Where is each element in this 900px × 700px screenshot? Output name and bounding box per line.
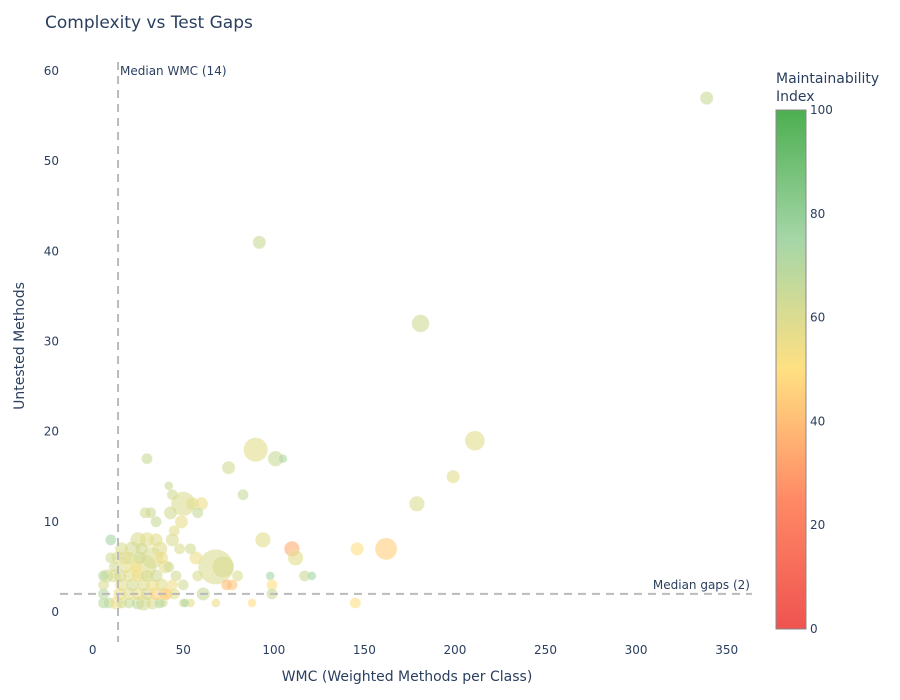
data-point[interactable] [464, 430, 486, 451]
data-point[interactable] [174, 514, 189, 529]
data-point[interactable] [165, 532, 180, 547]
x-axis-label: WMC (Weighted Methods per Class) [282, 669, 533, 685]
data-point[interactable] [252, 235, 267, 250]
data-point[interactable] [374, 537, 398, 561]
x-tick-label: 350 [715, 643, 738, 657]
data-point[interactable] [220, 579, 233, 591]
y-tick-label: 20 [44, 425, 59, 439]
data-point[interactable] [408, 495, 425, 512]
colorbar: Maintainability Index 0 20 40 60 80 100 [775, 71, 879, 636]
data-point[interactable] [350, 542, 364, 556]
data-point[interactable] [173, 543, 186, 555]
data-point[interactable] [411, 314, 430, 333]
data-point[interactable] [150, 516, 162, 528]
data-point[interactable] [265, 571, 275, 581]
data-point[interactable] [134, 542, 149, 556]
points-layer [97, 91, 714, 611]
data-point[interactable] [191, 507, 204, 519]
x-tick-label: 0 [89, 643, 97, 657]
x-tick-label: 200 [443, 643, 466, 657]
x-tick-label: 100 [262, 643, 285, 657]
colorbar-tick-label: 40 [810, 414, 825, 428]
y-tick-label: 40 [44, 244, 59, 258]
data-point[interactable] [254, 531, 271, 548]
data-point[interactable] [243, 437, 269, 463]
y-axis-label: Untested Methods [12, 282, 28, 410]
median-lines [60, 62, 752, 642]
chart-title: Complexity vs Test Gaps [45, 13, 253, 33]
data-point[interactable] [237, 489, 249, 501]
x-tick-label: 250 [534, 643, 557, 657]
data-point[interactable] [154, 551, 169, 565]
data-point[interactable] [164, 481, 174, 491]
colorbar-tick-label: 60 [810, 311, 825, 325]
data-point[interactable] [349, 597, 362, 609]
colorbar-tick-label: 80 [810, 207, 825, 221]
colorbar-tick-label: 0 [810, 622, 818, 636]
colorbar-title-line1: Maintainability [776, 71, 879, 87]
data-point[interactable] [177, 579, 189, 591]
data-point[interactable] [144, 507, 157, 519]
y-tick-label: 30 [44, 334, 59, 348]
data-point[interactable] [163, 505, 178, 520]
data-point[interactable] [221, 460, 236, 475]
data-point[interactable] [287, 549, 304, 566]
colorbar-gradient [775, 109, 807, 630]
data-point[interactable] [163, 561, 175, 573]
data-point[interactable] [211, 598, 221, 608]
data-point[interactable] [278, 454, 288, 464]
colorbar-ticks: 0 20 40 60 80 100 [810, 103, 833, 636]
colorbar-title-line2: Index [776, 89, 815, 105]
y-tick-label: 60 [44, 64, 59, 78]
data-point[interactable] [211, 555, 235, 579]
data-point[interactable] [699, 91, 714, 105]
median-gaps-label: Median gaps (2) [653, 578, 750, 592]
colorbar-tick-label: 100 [810, 103, 833, 117]
data-point[interactable] [105, 534, 117, 546]
x-tick-label: 50 [176, 643, 191, 657]
x-tick-label: 300 [625, 643, 648, 657]
y-tick-label: 50 [44, 154, 59, 168]
y-axis-ticks: 0 10 20 30 40 50 60 [44, 64, 59, 619]
colorbar-tick-label: 20 [810, 518, 825, 532]
data-point[interactable] [180, 598, 190, 608]
data-point[interactable] [170, 570, 182, 582]
data-point[interactable] [141, 452, 153, 465]
data-point[interactable] [231, 570, 244, 582]
y-tick-label: 10 [44, 515, 59, 529]
data-point[interactable] [191, 570, 204, 582]
data-point[interactable] [184, 543, 197, 555]
x-axis-ticks: 0 50 100 150 200 250 300 350 [89, 643, 738, 657]
median-wmc-label: Median WMC (14) [120, 64, 227, 78]
data-point[interactable] [446, 469, 460, 484]
y-tick-label: 0 [51, 605, 59, 619]
data-point[interactable] [149, 569, 163, 583]
x-tick-label: 150 [353, 643, 376, 657]
data-point[interactable] [247, 598, 257, 608]
data-point[interactable] [189, 551, 203, 565]
data-point[interactable] [307, 571, 317, 581]
